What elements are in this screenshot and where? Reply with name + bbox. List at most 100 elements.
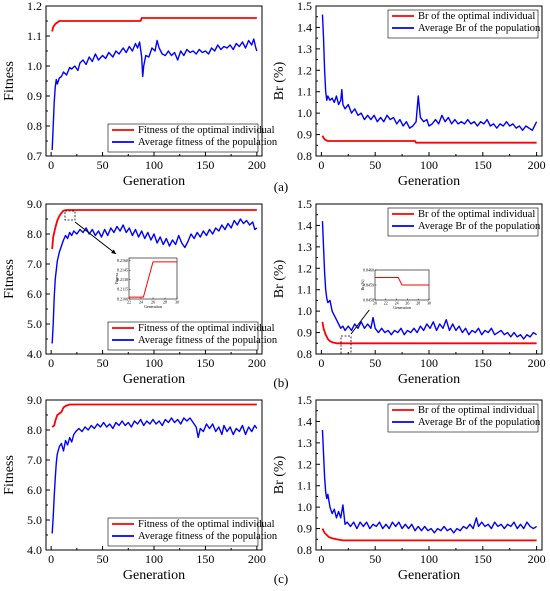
y-tick-label: 1.2: [297, 63, 312, 77]
series-line-average: [51, 38, 258, 151]
y-tick-label: 1.4: [297, 20, 312, 34]
y-tick-label: 1.2: [297, 261, 312, 275]
x-tick-label: 200: [248, 552, 266, 566]
legend-box: [107, 321, 259, 351]
x-tick-label: 150: [474, 158, 492, 172]
series-line-optimal: [51, 403, 257, 428]
inset-background: [361, 266, 433, 310]
y-tick-label: 9.0: [27, 393, 42, 407]
y-tick-label: 1.0: [297, 500, 312, 514]
inset-chart: 20 22 24 26 28 30 0.8458 0.8459 0.8460 Generation…: [340, 266, 433, 355]
inset-y-title: Fitness: [114, 272, 119, 284]
zoom-box: [64, 210, 76, 221]
inset-series-line: [375, 277, 429, 286]
y-tick-label: 4.0: [27, 347, 42, 361]
x-tick-label: 50: [369, 356, 381, 370]
y-tick-label: 8.0: [27, 423, 42, 437]
y-tick-label: 4.0: [27, 543, 42, 557]
y-tick-label: 0.8: [297, 543, 312, 557]
x-tick-label: 100: [145, 356, 163, 370]
y-axis-title: Fitness: [2, 61, 17, 101]
y-tick-label: 1.0: [297, 304, 312, 318]
y-tick-label: 1.4: [297, 218, 312, 232]
chart-b-br: 0 50 100 150 200 0.8 0.9 1.0 1.1 1.2 1.3 1.4 1.5 Gene…: [272, 197, 546, 387]
x-tick-label: 150: [474, 356, 492, 370]
y-tick-label: 9.0: [27, 197, 42, 211]
legend-box: [387, 403, 539, 433]
inset-x-tick-label: 22: [127, 300, 131, 305]
series-line-optimal: [51, 209, 257, 250]
legend-label: Average Br of the population: [418, 417, 541, 428]
x-tick-label: 0: [318, 552, 324, 566]
legend-label: Br of the optimal individual: [418, 405, 535, 416]
legend-label: Fitness of the optimal individual: [138, 519, 275, 530]
x-tick-label: 200: [248, 356, 266, 370]
x-tick-label: 200: [528, 158, 546, 172]
y-tick-label: 1.4: [297, 414, 312, 428]
x-tick-label: 0: [48, 158, 54, 172]
legend-label: Br of the optimal individual: [418, 209, 535, 220]
series-line-optimal: [51, 17, 257, 32]
y-tick-label: 1.5: [297, 393, 312, 407]
y-tick-label: 1.3: [297, 436, 312, 450]
y-tick-label: 1.5: [297, 197, 312, 211]
legend-label: Average fitness of the population: [138, 531, 278, 542]
legend-label: Fitness of the optimal individual: [138, 125, 275, 136]
y-tick-label: 0.8: [297, 347, 312, 361]
row-label-b: (b): [273, 375, 288, 390]
x-tick-label: 200: [528, 552, 546, 566]
inset-y-tick-label: 0.8460: [363, 267, 374, 272]
y-tick-label: 6.0: [27, 287, 42, 301]
inset-x-tick-label: 26: [405, 301, 409, 306]
series-line-average: [321, 221, 538, 340]
x-axis-title: Generation: [398, 568, 460, 583]
y-tick-label: 1.1: [297, 283, 312, 297]
inset-x-tick-label: 28: [416, 301, 420, 306]
y-tick-label: 1.1: [297, 85, 312, 99]
legend: Fitness of the optimal individualAverage…: [107, 123, 278, 153]
y-tick-label: 0.8: [297, 149, 312, 163]
x-tick-label: 0: [48, 552, 54, 566]
y-axis-title: Fitness: [2, 259, 17, 299]
x-tick-label: 100: [420, 356, 438, 370]
x-tick-label: 50: [97, 356, 109, 370]
row-label-c: (c): [274, 571, 288, 586]
legend-label: Average fitness of the population: [138, 335, 278, 346]
inset-chart: 22 24 26 28 30 8.2100 8.2115 8.2130 8.2145 8.2160…: [64, 210, 181, 309]
inset-y-tick-label: 8.2160: [117, 258, 128, 263]
inset-x-tick-label: 20: [373, 301, 377, 306]
x-axis-title: Generation: [398, 372, 460, 387]
x-tick-label: 0: [318, 356, 324, 370]
legend-label: Average Br of the population: [418, 221, 541, 232]
y-tick-label: 1.0: [27, 59, 42, 73]
y-tick-label: 1.5: [297, 0, 312, 13]
x-tick-label: 100: [145, 158, 163, 172]
y-axis-title: Br (%): [272, 455, 287, 494]
inset-y-tick-label: 8.2145: [117, 267, 128, 272]
x-tick-label: 50: [369, 158, 381, 172]
y-tick-label: 7.0: [27, 453, 42, 467]
row-label-a: (a): [274, 179, 288, 194]
zoom-arrow: [74, 221, 117, 255]
inset-x-title: Generation: [393, 305, 411, 310]
legend-label: Average fitness of the population: [138, 137, 278, 148]
y-tick-label: 1.3: [297, 240, 312, 254]
inset-y-tick-label: 8.2115: [117, 287, 128, 292]
y-tick-label: 5.0: [27, 513, 42, 527]
inset-x-tick-label: 22: [384, 301, 388, 306]
y-tick-label: 8.0: [27, 227, 42, 241]
legend-box: [107, 517, 259, 547]
y-tick-label: 0.9: [27, 89, 42, 103]
legend-box: [107, 123, 259, 153]
inset-y-tick-label: 0.8458: [363, 297, 374, 302]
inset-series-line: [129, 261, 177, 298]
chart-a-fitness: 0 50 100 150 200 0.7 0.8 0.9 1.0 1.1 1.2 Generation…: [2, 0, 278, 189]
y-tick-label: 1.2: [27, 0, 42, 13]
series-line-average: [321, 429, 538, 534]
inset-x-tick-label: 28: [163, 300, 167, 305]
inset-x-tick-label: 26: [151, 300, 155, 305]
y-tick-label: 0.8: [27, 119, 42, 133]
